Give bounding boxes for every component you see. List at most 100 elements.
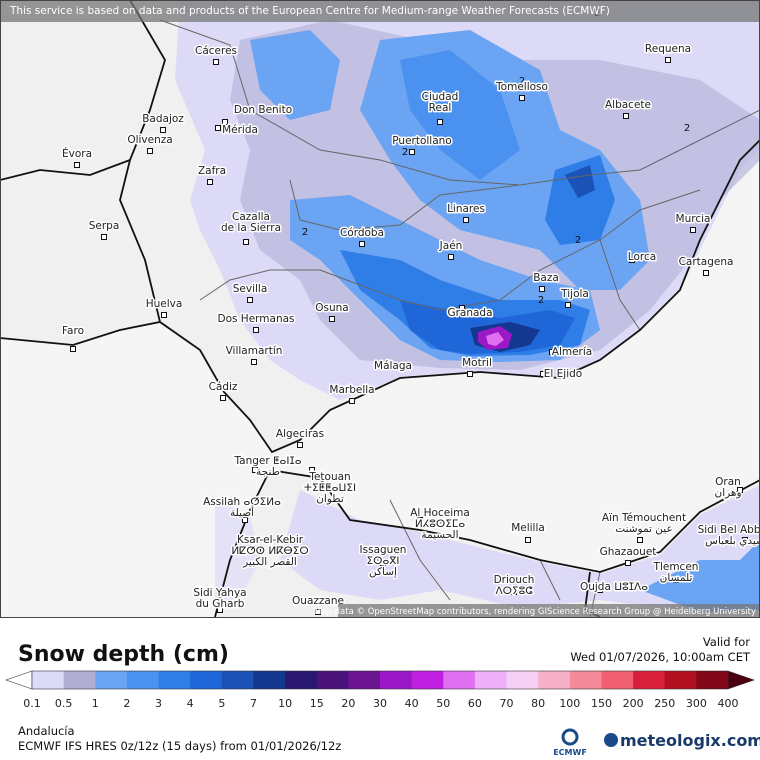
city-label: Murcia <box>676 213 711 225</box>
coastline <box>269 469 760 573</box>
colorbar-swatch <box>32 671 65 689</box>
city-marker <box>329 316 335 322</box>
city-label: القصر الكبير <box>242 556 297 568</box>
city-label: Faro <box>62 325 84 337</box>
city-label: Ghazaouet <box>600 546 657 558</box>
colorbar-label: 60 <box>468 697 482 710</box>
snow-area <box>545 155 615 245</box>
city-marker <box>147 148 153 154</box>
city-marker <box>525 537 531 543</box>
city-label: Motril <box>462 357 492 369</box>
city-marker <box>637 537 643 543</box>
city-label: Tomelloso <box>495 81 548 93</box>
colorbar-label: 15 <box>310 697 324 710</box>
colorbar-under <box>5 670 33 690</box>
city-marker <box>737 487 743 493</box>
city-label: تلمسان <box>660 572 693 584</box>
coastline <box>214 469 271 618</box>
city-marker <box>349 398 355 404</box>
attribution-bar <box>338 604 760 617</box>
colorbar-label: 3 <box>155 697 162 710</box>
city-label: طنجة <box>256 466 280 478</box>
city-marker <box>242 517 248 523</box>
city-marker <box>448 254 454 260</box>
colorbar-label: 20 <box>341 697 355 710</box>
city-marker <box>255 547 261 553</box>
snow-area <box>640 540 760 612</box>
city-marker <box>74 162 80 168</box>
city-marker <box>409 149 415 155</box>
city-marker <box>217 607 223 613</box>
city-label: Sidi Bel Abbès <box>698 524 760 536</box>
region-border <box>159 19 760 186</box>
city-marker <box>665 57 671 63</box>
banner-bar <box>0 0 760 22</box>
city-label: Marbella <box>329 384 374 396</box>
city-label: Tanger ⵟⴰⵏⵊⴰ <box>233 455 301 467</box>
city-label: Linares <box>447 203 485 215</box>
city-label: Villamartín <box>226 345 283 357</box>
city-marker <box>467 371 473 377</box>
colorbar-swatch <box>95 671 128 689</box>
colorbar-label: 5 <box>218 697 225 710</box>
city-label: Oujda ⵡⵓⵊⴷⴰ <box>580 581 648 593</box>
city-label: Albacete <box>605 99 651 111</box>
city-label: Dos Hermanas <box>217 313 294 325</box>
city-label: Real <box>429 102 452 114</box>
city-label: Driouch <box>494 574 535 586</box>
city-label: Évora <box>62 147 92 160</box>
city-label: إساكن <box>369 566 397 578</box>
city-label: الحسيمة <box>421 529 458 541</box>
ecmwf-icon <box>561 728 579 746</box>
city-label: Sidi Yahya <box>193 587 246 599</box>
colorbar-swatch <box>411 671 444 689</box>
snow-area <box>280 485 760 612</box>
brand-logo[interactable]: meteologix.com <box>604 731 760 750</box>
borders <box>0 0 760 618</box>
city-marker <box>70 346 76 352</box>
city-label: Mérida <box>222 124 258 136</box>
colorbar-swatch <box>601 671 634 689</box>
city-label: Puertollano <box>392 135 451 147</box>
brand[interactable]: meteologix.com <box>620 731 760 750</box>
colorbar-label: 50 <box>436 697 450 710</box>
city-label: ⵉⵙⴰⴳⵏ <box>366 555 399 567</box>
city-label: Lorca <box>628 251 656 263</box>
banner: This service is based on data and produc… <box>9 5 610 17</box>
colorbar-label: 2 <box>123 697 130 710</box>
city-marker <box>213 59 219 65</box>
colorbar-label: 200 <box>623 697 644 710</box>
model: ECMWF IFS HRES 0z/12z (15 days) from 01/… <box>18 739 341 753</box>
city-marker <box>252 467 258 473</box>
colorbar-swatch <box>285 671 318 689</box>
city-label: ⵍⵇⵚⵔ ⵍⴽⴱⵉⵔ <box>231 545 308 557</box>
colorbar-swatch <box>348 671 381 689</box>
city-label: du Gharb <box>196 598 245 610</box>
city-marker <box>253 327 259 333</box>
colorbar-over <box>727 670 755 690</box>
colorbar-swatch <box>633 671 666 689</box>
colorbar-label: 250 <box>654 697 675 710</box>
city-marker <box>437 119 443 125</box>
city-marker <box>247 297 253 303</box>
colorbar-label: 10 <box>278 697 292 710</box>
city-label: Aïn Témouchent <box>602 512 686 524</box>
colorbar-swatch <box>696 671 729 689</box>
colorbar-label: 0.5 <box>55 697 73 710</box>
colorbar-swatch <box>380 671 413 689</box>
city-label: Don Benito <box>234 104 292 116</box>
contour-label: 2 <box>538 295 544 306</box>
city-marker <box>160 127 166 133</box>
snow-area <box>565 165 595 198</box>
colorbar-label: 4 <box>187 697 194 710</box>
ecmwf-text: ECMWF <box>553 748 587 757</box>
colorbar-swatch <box>316 671 349 689</box>
region: Andalucía <box>18 724 75 738</box>
city-marker <box>417 517 423 523</box>
colorbar-label: 7 <box>250 697 257 710</box>
city-label: ⴷⵔⵢⵓⵛ <box>495 585 533 597</box>
colorbar-label: 0.1 <box>23 697 41 710</box>
city-marker <box>359 241 365 247</box>
city-marker <box>161 312 167 318</box>
